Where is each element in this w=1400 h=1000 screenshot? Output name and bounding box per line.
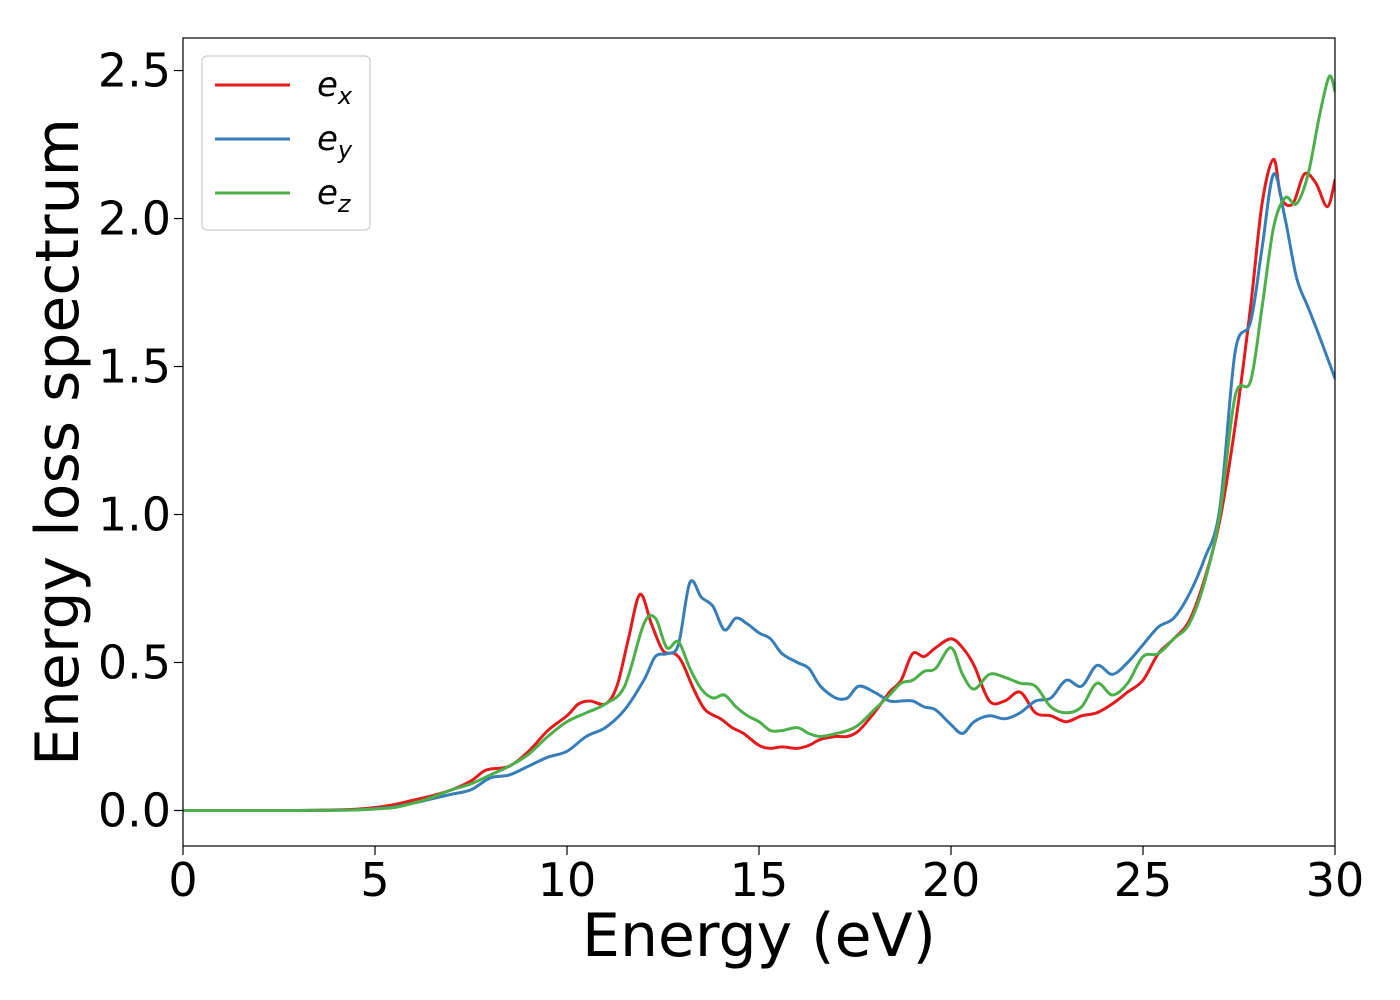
series-line-e-z (183, 74, 1335, 813)
x-axis: 0 5 10 15 20 25 30 (168, 846, 1364, 907)
x-tick-label: 20 (922, 853, 981, 907)
x-tick-label: 10 (538, 853, 597, 907)
x-tick-label: 15 (730, 853, 789, 907)
series-line-e-x (183, 157, 1335, 813)
y-tick-label: 0.5 (98, 635, 171, 689)
y-axis-title: Energy loss spectrum (23, 118, 93, 766)
x-tick-label: 25 (1114, 853, 1173, 907)
legend-box (201, 55, 371, 231)
x-axis-title: Energy (eV) (582, 901, 936, 971)
x-tick-label: 30 (1306, 853, 1365, 907)
series-line-e-y (183, 172, 1335, 813)
y-tick-label: 1.5 (98, 340, 171, 394)
y-axis: 0.0 0.5 1.0 1.5 2.0 2.5 (98, 44, 183, 837)
series-layer (183, 74, 1335, 813)
y-tick-label: 2.0 (98, 192, 171, 246)
y-tick-label: 0.0 (98, 783, 171, 837)
y-tick-label: 1.0 (98, 488, 171, 542)
x-tick-label: 5 (360, 853, 389, 907)
y-tick-label: 2.5 (98, 44, 171, 98)
x-tick-label: 0 (168, 853, 197, 907)
